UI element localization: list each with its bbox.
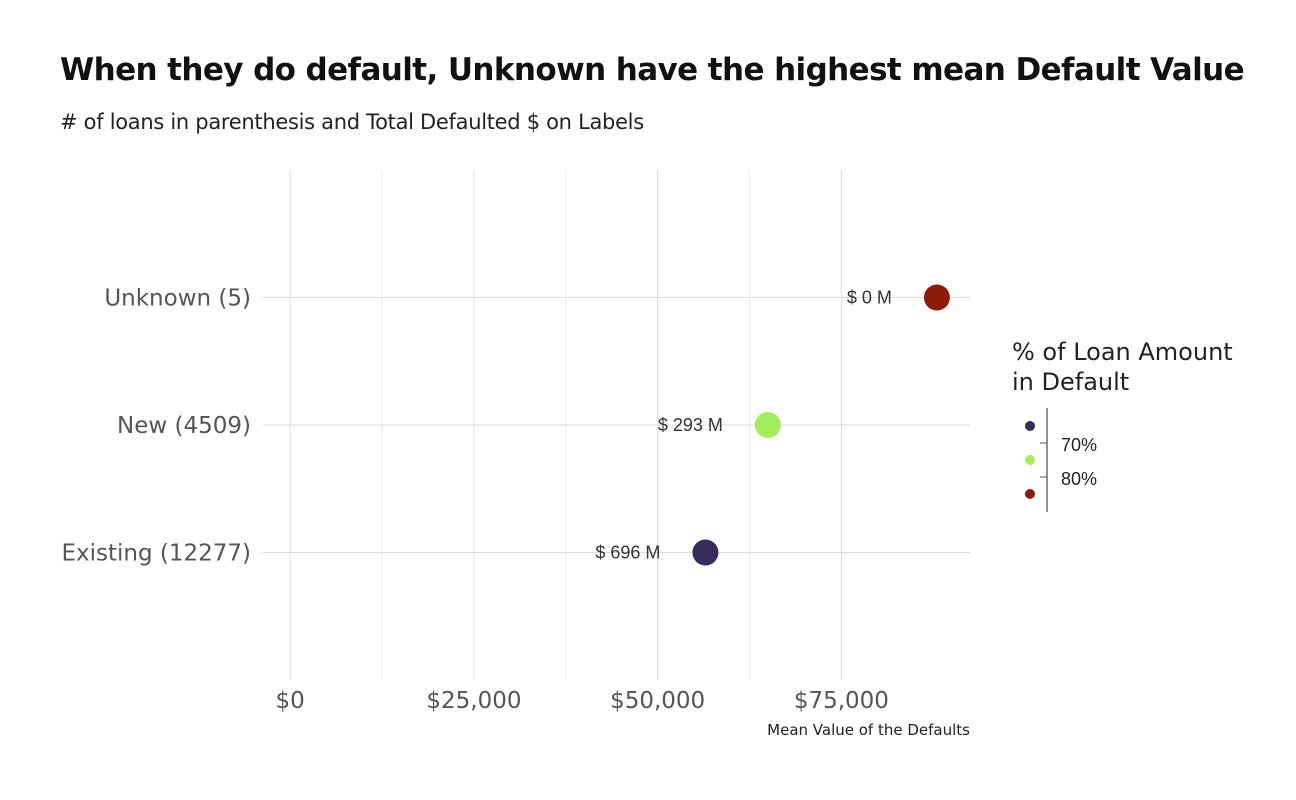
y-tick-label: Unknown (5) (104, 286, 251, 312)
data-point (923, 284, 950, 311)
data-label: $ 0 M (847, 288, 892, 308)
legend-swatch (1025, 421, 1035, 431)
legend-title: in Default (1012, 368, 1129, 396)
legend-swatch (1025, 455, 1035, 465)
legend-tick-label: 80% (1061, 469, 1097, 489)
chart-subtitle: # of loans in parenthesis and Total Defa… (60, 110, 644, 134)
data-label: $ 293 M (658, 415, 723, 435)
legend-swatch (1025, 489, 1035, 499)
chart-title: When they do default, Unknown have the h… (60, 52, 1245, 88)
x-tick-label: $50,000 (610, 688, 705, 714)
x-axis-title: Mean Value of the Defaults (767, 721, 970, 739)
legend-tick-label: 70% (1061, 435, 1097, 455)
x-tick-label: $25,000 (426, 688, 521, 714)
data-point (754, 412, 781, 438)
data-point (692, 539, 719, 566)
data-label: $ 696 M (595, 543, 660, 563)
y-tick-label: Existing (12277) (61, 541, 251, 567)
x-tick-label: $0 (276, 688, 305, 714)
y-tick-label: New (4509) (117, 413, 251, 439)
legend-title: % of Loan Amount (1012, 338, 1233, 366)
x-tick-label: $75,000 (794, 688, 889, 714)
